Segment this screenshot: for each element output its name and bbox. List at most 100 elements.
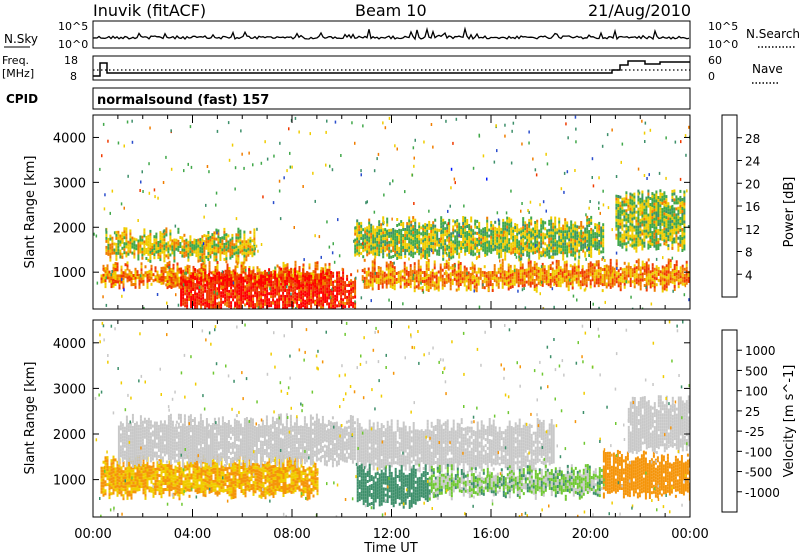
echo-cell: [431, 283, 434, 287]
echo-cell: [212, 291, 215, 295]
echo-cell: [637, 216, 640, 220]
echo-cell: [216, 272, 219, 276]
echo-cell: [423, 271, 426, 274]
echo-cell: [661, 228, 664, 232]
echo-cell: [417, 286, 420, 290]
echo-cell: [454, 250, 457, 254]
echo-cell: [340, 285, 343, 289]
echo-cell: [519, 263, 522, 267]
echo-cell: [116, 265, 119, 269]
echo-cell: [433, 260, 436, 264]
echo-cell: [358, 228, 361, 232]
echo-cell: [649, 212, 652, 215]
echo-cell: [545, 282, 548, 286]
echo-cell: [633, 234, 636, 238]
echo-cell: [318, 297, 321, 301]
echo-cell: [473, 282, 476, 286]
echo-cell: [635, 237, 638, 241]
echo-cell: [356, 252, 359, 256]
echo-cell: [615, 221, 618, 225]
echo-cell: [155, 250, 158, 254]
echo-cell: [434, 227, 437, 231]
echo-cell: [637, 267, 640, 271]
echo-cell: [370, 232, 373, 236]
echo-cell: [151, 243, 154, 246]
echo-cell: [270, 280, 273, 284]
echo-cell: [226, 266, 229, 270]
echo-cell: [219, 237, 222, 240]
echo-cell: [239, 241, 242, 245]
echo-cell: [507, 263, 510, 267]
echo-cell: [352, 304, 355, 308]
echo-cell: [522, 220, 525, 224]
echo-cell: [633, 282, 636, 286]
echo-cell: [232, 289, 235, 293]
echo-cell: [556, 240, 559, 244]
echo-cell: [241, 246, 244, 250]
echo-cell: [464, 252, 467, 256]
echo-cell: [235, 239, 238, 243]
echo-cell: [166, 283, 169, 287]
echo-cell: [290, 303, 293, 307]
echo-cell: [212, 270, 215, 274]
echo-cell: [167, 250, 170, 254]
echo-cell: [216, 290, 219, 294]
echo-cell: [146, 285, 149, 289]
echo-cell: [395, 272, 398, 275]
echo-cell: [459, 283, 462, 286]
echo-cell: [446, 229, 449, 233]
echo-cell: [681, 276, 684, 280]
echo-cell: [555, 283, 558, 287]
echo-cell: [491, 283, 494, 286]
echo-cell: [490, 247, 493, 251]
echo-cell: [130, 271, 133, 275]
echo-cell: [226, 274, 229, 278]
echo-cell: [200, 263, 203, 267]
echo-cell: [201, 241, 204, 245]
echo-cell: [202, 293, 205, 297]
echo-cell: [296, 298, 299, 302]
echo-cell: [501, 261, 504, 265]
echo-cell: [410, 241, 413, 245]
echo-cell: [240, 292, 243, 295]
echo-cell: [274, 306, 277, 309]
echo-cell: [264, 287, 267, 291]
echo-cell: [235, 236, 238, 240]
echo-cell: [583, 288, 586, 292]
echo-cell: [140, 274, 143, 278]
echo-cell: [181, 248, 184, 252]
echo-cell: [113, 242, 116, 246]
echo-cell: [442, 230, 445, 234]
echo-cell: [617, 240, 620, 243]
echo-cell: [561, 268, 564, 272]
echo-cell: [655, 283, 658, 287]
echo-cell: [356, 225, 359, 229]
echo-cell: [669, 235, 672, 239]
echo-cell: [130, 280, 133, 284]
echo-cell: [635, 243, 638, 247]
echo-cell: [572, 238, 575, 242]
echo-cell: [176, 271, 179, 275]
echo-cell: [476, 231, 479, 235]
echo-cell: [304, 299, 307, 303]
echo-cell: [397, 280, 400, 284]
echo-cell: [163, 235, 166, 239]
echo-cell: [482, 242, 485, 246]
echo-cell: [623, 224, 626, 228]
echo-cell: [102, 264, 105, 268]
echo-cell: [493, 276, 496, 280]
echo-cell: [520, 251, 523, 255]
echo-cell: [232, 275, 235, 279]
echo-cell: [107, 249, 110, 253]
echo-cell: [238, 283, 241, 287]
echo-cell: [366, 244, 369, 248]
echo-cell: [645, 226, 648, 230]
echo-cell: [655, 196, 658, 200]
echo-cell: [256, 304, 259, 308]
echo-cell: [474, 222, 477, 226]
echo-cell: [126, 276, 129, 280]
noise-right-tick-top: 10^5: [708, 20, 738, 33]
echo-cell: [677, 279, 680, 283]
echo-cell: [124, 263, 127, 267]
echo-cell: [657, 229, 660, 232]
